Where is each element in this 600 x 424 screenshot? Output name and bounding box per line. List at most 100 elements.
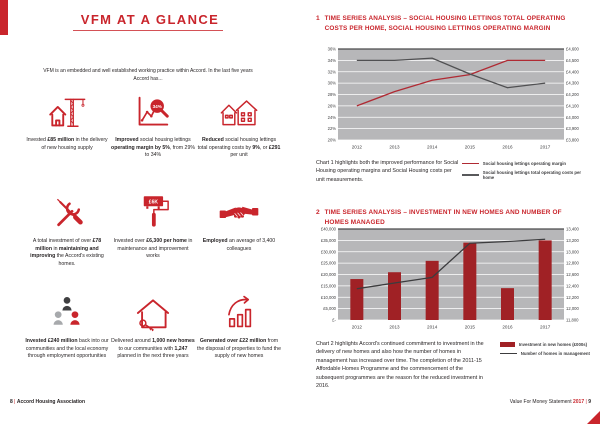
chart2-legend: Investment in new homes (£000s) Number o… [499, 340, 590, 390]
legend-item: Social housing lettings operating margin [461, 161, 590, 166]
vfm-item-reduced-costs: Reduced social housing lettings total op… [196, 90, 282, 191]
vfm-item-caption: Improved social housing lettings operati… [111, 137, 195, 159]
vfm-item-caption: Employed an average of 3,400 colleagues [202, 238, 276, 252]
vfm-item-new-housing: Invested £85 million in the delivery of … [24, 90, 110, 191]
svg-text:2014: 2014 [427, 145, 438, 150]
paint-roller-icon: £6K [143, 196, 169, 227]
roller-label: £6K [149, 199, 159, 205]
community-people-icon [53, 297, 80, 325]
chart1-caption: Chart 1 highlights both the improved per… [316, 160, 459, 183]
vfm-item-caption: Reduced social housing lettings total op… [197, 137, 281, 159]
chart2-caption-row: Chart 2 highlights Accord's continued co… [316, 340, 590, 390]
red-box-swatch-icon [499, 342, 515, 348]
svg-text:2016: 2016 [502, 145, 513, 150]
vfm-item-caption: A total investment of over £78 million i… [30, 238, 104, 267]
corner-triangle-decoration [587, 411, 600, 424]
vfm-item-community-investment: Invested £240 million back into our comm… [24, 291, 110, 396]
chart1-caption-row: Chart 1 highlights both the improved per… [316, 159, 590, 184]
vfm-item-colleagues: Employed an average of 3,400 colleagues [196, 191, 282, 291]
section1-header: 1 TIME SERIES ANALYSIS – SOCIAL HOUSING … [316, 14, 575, 33]
svg-text:24%: 24% [328, 115, 337, 120]
footer-separator: | [585, 399, 587, 405]
gray-line-swatch-icon [461, 174, 479, 177]
svg-text:£3,800: £3,800 [566, 138, 579, 143]
svg-text:£4,300: £4,300 [566, 81, 579, 86]
svg-text:30%: 30% [328, 81, 337, 86]
svg-text:£4,100: £4,100 [566, 103, 579, 108]
vfm-item-new-homes-delivered: Delivered around 1,000 new homes to our … [110, 291, 196, 396]
svg-text:26%: 26% [328, 103, 337, 108]
svg-text:32%: 32% [328, 69, 337, 74]
svg-text:12,000: 12,000 [566, 306, 579, 311]
magnifier-badge-value: 34% [153, 104, 162, 109]
chart-magnifier-icon: 34% [138, 96, 169, 126]
svg-text:12,200: 12,200 [566, 295, 579, 300]
section2-header: 2 TIME SERIES ANALYSIS – INVESTMENT IN N… [316, 208, 575, 227]
footer-left: 8 | Accord Housing Association [10, 399, 85, 405]
footer-right-page-number: 9 [588, 399, 591, 405]
growth-arrow-icon [228, 295, 252, 328]
houses-icon [220, 100, 258, 126]
title-underline [73, 30, 223, 31]
svg-text:£5,000: £5,000 [323, 306, 336, 311]
svg-text:2012: 2012 [352, 325, 363, 330]
tools-icon [57, 198, 83, 227]
svg-text:£-: £- [332, 318, 336, 323]
svg-text:36%: 36% [328, 47, 337, 52]
svg-text:34%: 34% [328, 58, 337, 63]
dark-line-swatch-icon [499, 353, 517, 355]
footer-org-name: Accord Housing Association [16, 399, 86, 405]
house-crane-icon [49, 98, 86, 128]
svg-text:£40,000: £40,000 [321, 227, 337, 232]
legend-item: Social housing lettings total operating … [461, 170, 590, 180]
svg-text:2017: 2017 [540, 145, 551, 150]
vfm-item-operating-margin: 34% Improved social housing lettings ope… [110, 90, 196, 191]
footer-separator: | [14, 399, 16, 405]
footer-right: Value For Money Statement 2017 | 9 [510, 399, 591, 405]
svg-text:22%: 22% [328, 126, 337, 131]
legend-item: Investment in new homes (£000s) [499, 342, 590, 348]
svg-text:12,800: 12,800 [566, 261, 579, 266]
vfm-item-disposals: Generated over £22 million from the disp… [196, 291, 282, 396]
svg-text:13,400: 13,400 [566, 227, 579, 232]
svg-text:13,000: 13,000 [566, 249, 579, 254]
footer-doc-title: Value For Money Statement [509, 399, 572, 405]
vfm-item-maintenance-investment: A total investment of over £78 million i… [24, 191, 110, 291]
svg-text:£4,500: £4,500 [566, 58, 579, 63]
section2-number: 2 [316, 209, 320, 216]
svg-text:2017: 2017 [540, 325, 551, 330]
svg-text:2014: 2014 [427, 325, 438, 330]
vfm-item-caption: Delivered around 1,000 new homes to our … [111, 338, 195, 360]
svg-text:2016: 2016 [502, 325, 513, 330]
svg-text:28%: 28% [328, 92, 337, 97]
svg-text:2015: 2015 [465, 145, 476, 150]
vfm-item-caption: Invested £85 million in the delivery of … [26, 137, 108, 151]
chart-2: £40,000 £35,000 £30,000 £25,000 £20,000 £15,0… [321, 227, 580, 330]
svg-text:£30,000: £30,000 [321, 249, 337, 254]
house-key-icon [136, 299, 170, 332]
vfm-icon-grid: Invested £85 million in the delivery of … [24, 90, 282, 396]
chart-1: 36% 34% 32% 30% 28% 26% 24% 22% 20% £4,600 £4,500 £… [328, 47, 580, 150]
chart2-caption: Chart 2 highlights Accord's continued co… [316, 341, 484, 389]
vfm-item-caption: Invested over £6,300 per home in mainten… [113, 238, 193, 260]
legend-item: Number of homes in management [499, 351, 590, 356]
svg-text:£4,000: £4,000 [566, 115, 579, 120]
section1-number: 1 [316, 15, 320, 22]
svg-text:£4,600: £4,600 [566, 47, 579, 52]
svg-text:£4,400: £4,400 [566, 69, 579, 74]
svg-text:£10,000: £10,000 [321, 295, 337, 300]
vfm-item-caption: Invested £240 million back into our comm… [25, 338, 109, 360]
intro-text: VFM is an embedded and well established … [43, 68, 253, 82]
vfm-item-caption: Generated over £22 million from the disp… [197, 338, 281, 360]
corner-tab-decoration [0, 0, 8, 35]
vfm-item-per-home-investment: £6K Invested over £6,300 per home in mai… [110, 191, 196, 291]
svg-text:2012: 2012 [352, 145, 363, 150]
svg-text:2013: 2013 [389, 145, 400, 150]
page-title: VFM AT A GLANCE [80, 12, 220, 27]
svg-text:£4,200: £4,200 [566, 92, 579, 97]
svg-text:12,400: 12,400 [566, 283, 579, 288]
footer-left-page-number: 8 [10, 399, 13, 405]
svg-text:£20,000: £20,000 [321, 272, 337, 277]
svg-text:20%: 20% [328, 138, 337, 143]
